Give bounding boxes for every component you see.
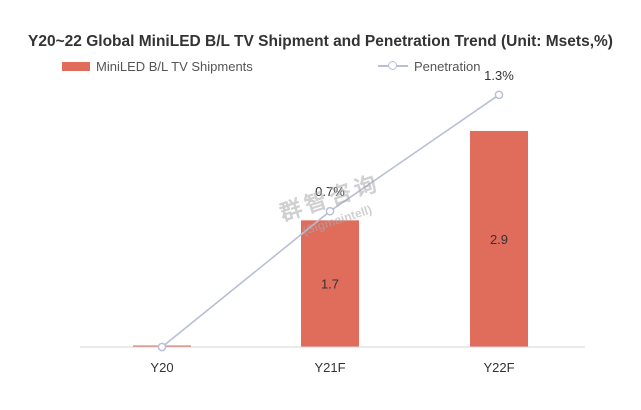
legend-item-penetration: Penetration xyxy=(378,58,481,74)
x-tick-label-y21f: Y21F xyxy=(314,360,345,375)
legend-label-shipments: MiniLED B/L TV Shipments xyxy=(96,58,253,74)
x-tick-label-y20: Y20 xyxy=(150,360,173,375)
penetration-value-label-y21f: 0.7% xyxy=(315,184,345,199)
bar-y22f xyxy=(470,130,528,347)
bar-y21f xyxy=(301,220,359,347)
bar-value-label-y22f: 2.9 xyxy=(490,232,508,247)
penetration-point-y22f xyxy=(494,90,504,100)
x-tick-label-y22f: Y22F xyxy=(483,360,514,375)
bar-value-label-y21f: 1.7 xyxy=(321,277,339,292)
chart-title: Y20~22 Global MiniLED B/L TV Shipment an… xyxy=(28,33,613,50)
legend-item-shipments: MiniLED B/L TV Shipments xyxy=(62,58,253,74)
legend-swatch-penetration xyxy=(378,60,408,72)
penetration-point-y21f xyxy=(325,206,335,216)
penetration-value-label-y22f: 1.3% xyxy=(484,68,514,83)
legend-label-penetration: Penetration xyxy=(414,58,481,74)
penetration-point-y20 xyxy=(157,342,167,352)
legend-swatch-shipments xyxy=(62,61,90,71)
